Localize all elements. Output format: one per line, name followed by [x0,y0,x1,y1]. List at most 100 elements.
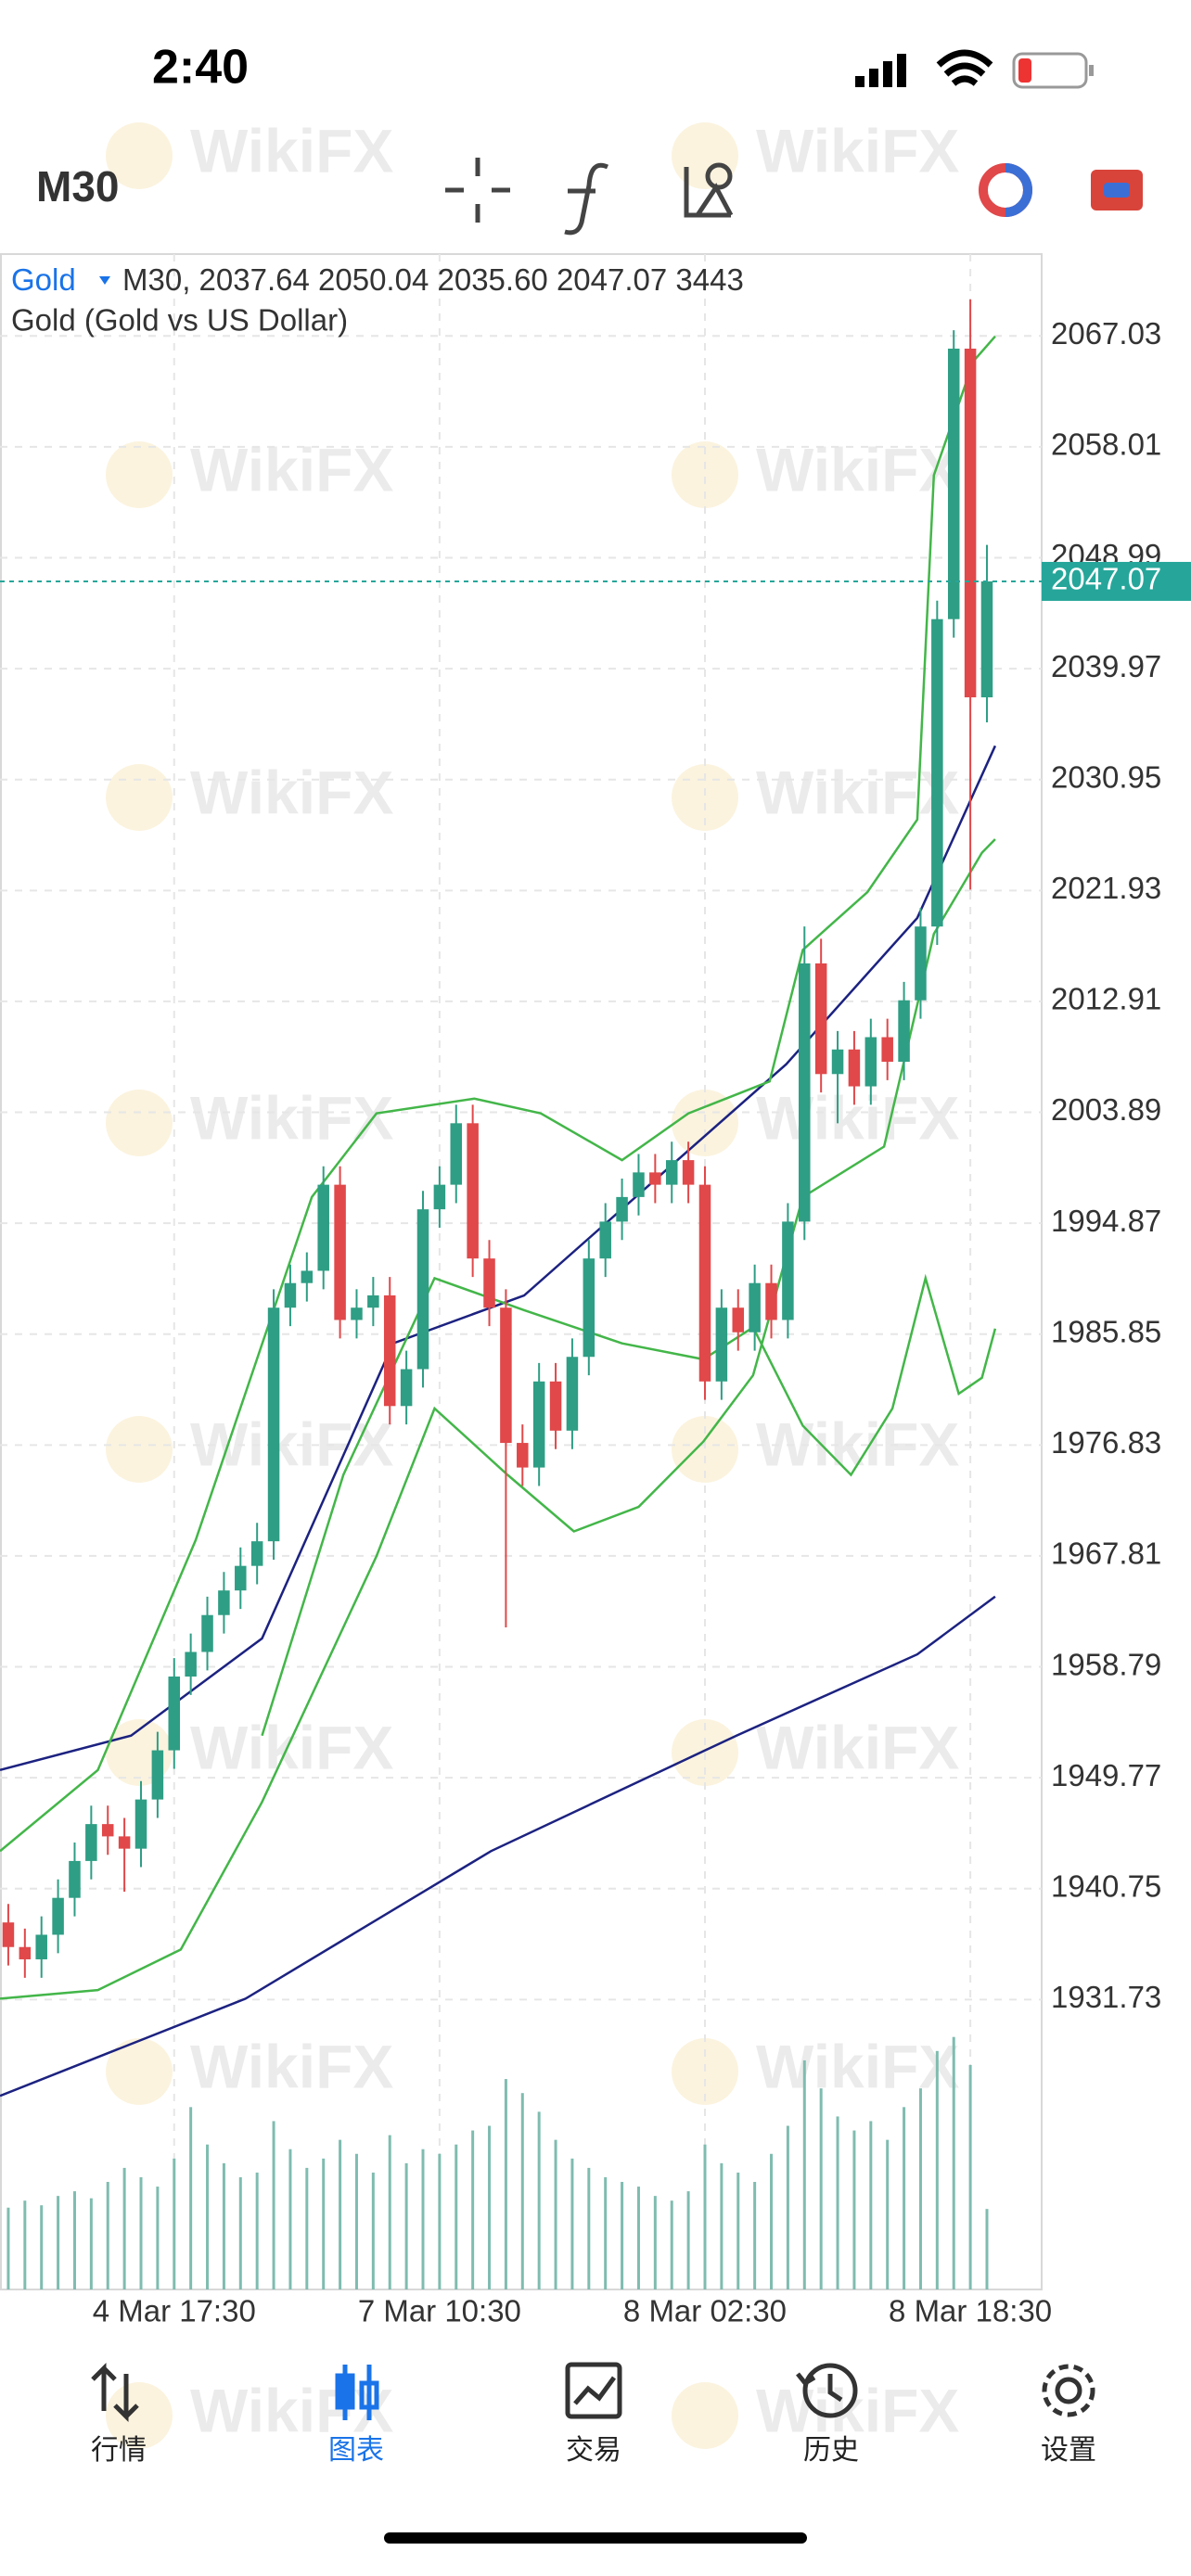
candle-body [235,1565,247,1591]
candle-body [698,1184,711,1382]
nav-label[interactable]: 行情 [91,2435,147,2466]
volume-bar [770,2153,774,2289]
volume-bar [322,2158,326,2289]
watermark-text: WikiFX [756,2376,959,2444]
volume-bar [455,2144,458,2289]
x-tick-label: 8 Mar 18:30 [889,2294,1052,2328]
x-tick-label: 4 Mar 17:30 [93,2294,256,2328]
nav-label[interactable]: 图表 [328,2435,384,2466]
volume-bar [255,2172,259,2289]
volume-bar [72,2191,76,2289]
candle-body [383,1294,396,1407]
candle-body [334,1184,346,1320]
volume-bar [869,2121,873,2289]
volume-bar [339,2139,342,2289]
candle-body [284,1282,297,1308]
header-value: 2037.64 [199,262,310,297]
volume-bar [935,2050,939,2289]
y-tick-label: 2058.01 [1051,427,1161,462]
watermark-logo [672,1416,738,1483]
volume-bar [305,2167,309,2289]
volume-bar [537,2111,541,2289]
volume-bar [952,2036,955,2289]
candle-body [450,1123,463,1185]
watermark-logo [106,122,173,189]
volume-bar [903,2107,906,2289]
watermark-logo [106,2382,173,2449]
candle-body [749,1282,761,1333]
y-tick-label: 2067.03 [1051,316,1161,351]
header-value: 2050.04 [318,262,429,297]
volume-bar [504,2079,507,2289]
candle-body [35,1934,47,1959]
nav-label[interactable]: 历史 [803,2435,859,2466]
y-tick-label: 2012.91 [1051,982,1161,1016]
candle-body [301,1270,314,1283]
candle-body [599,1221,611,1259]
candle-body [151,1750,164,1800]
candle-body [19,1946,32,1959]
candle-body [367,1294,379,1308]
candle-body [964,348,977,698]
watermark-text: WikiFX [756,1713,959,1781]
x-tick-label: 7 Mar 10:30 [358,2294,521,2328]
candle-body [317,1184,329,1271]
symbol[interactable]: Gold [11,262,76,297]
y-tick-label: 2039.97 [1051,649,1161,683]
candle-body [566,1357,579,1431]
volume-bar [272,2121,275,2289]
symbol-dropdown[interactable] [99,276,110,285]
status-icons [855,49,1094,89]
candle-body [715,1307,728,1382]
candle-body [52,1897,64,1935]
ohlc-header: M30, 2037.64 2050.04 2035.60 2047.07 344… [122,262,744,297]
volume-bar [985,2209,989,2289]
y-tick-label: 1976.83 [1051,1425,1161,1460]
watermark-text: WikiFX [756,116,959,185]
candle-body [881,1037,893,1063]
volume-bar [206,2144,210,2289]
nav-icons[interactable] [91,2362,1095,2423]
volume-bar [736,2172,740,2289]
toolbar-icons[interactable] [445,158,1143,236]
volume-bar [122,2167,126,2289]
volume-bar [139,2176,143,2289]
volume-bar [354,2153,358,2289]
home-indicator [384,2532,807,2544]
nav-label[interactable]: 交易 [566,2435,621,2466]
status-time: 2:40 [152,41,249,95]
volume-bar [6,2207,10,2289]
volume-bar [886,2139,890,2289]
volume-bar [836,2116,839,2289]
volume-bar [554,2139,557,2289]
candle-body [2,1922,15,1947]
volume-bar [852,2130,856,2289]
candle-body [168,1677,181,1751]
volume-bar [720,2162,724,2289]
volume-bar [653,2196,657,2289]
candle-body [898,1000,910,1063]
volume-bar [570,2158,574,2289]
candle-body [831,1049,844,1075]
watermark-text: WikiFX [190,1083,393,1152]
watermark-text: WikiFX [190,758,393,826]
candle-body [500,1307,512,1444]
candle-body [980,580,993,698]
candle-body [782,1221,794,1320]
y-tick-label: 1931.73 [1051,1980,1161,2014]
nav-label[interactable]: 设置 [1041,2435,1096,2466]
candle-body [85,1824,97,1861]
volume-bar [222,2162,225,2289]
header-value: 2035.60 [437,262,547,297]
candle-body [433,1184,446,1210]
volume-bar [918,2088,922,2289]
volume-bar [471,2130,475,2289]
toolbar-timeframe[interactable]: M30 [36,162,119,210]
volume-bar [636,2187,640,2289]
watermark-logo [672,441,738,508]
header-value: 3443 [675,262,743,297]
y-tick-label: 1967.81 [1051,1537,1161,1571]
y-tick-label: 1940.75 [1051,1868,1161,1903]
volume-bar [786,2125,789,2289]
candle-body [814,963,827,1075]
